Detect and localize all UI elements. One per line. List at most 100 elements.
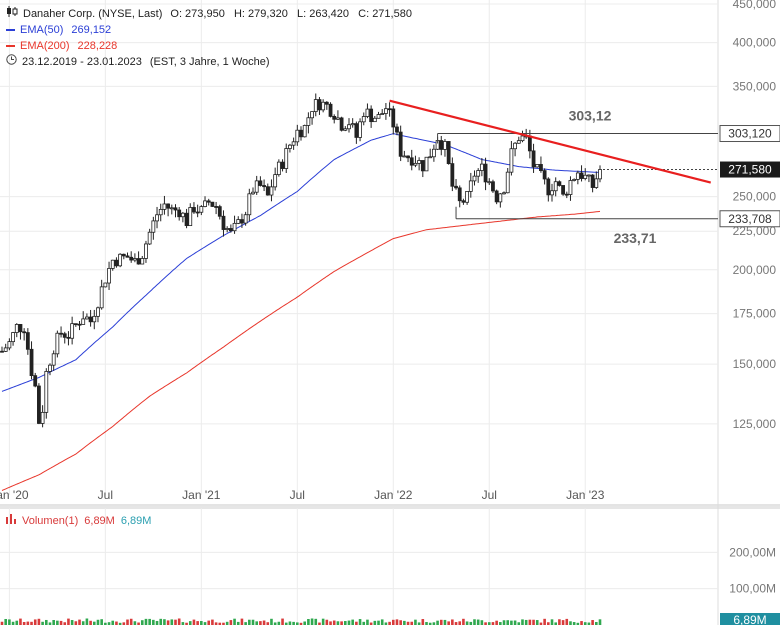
volume-bar xyxy=(550,619,554,625)
candlestick-icon xyxy=(6,6,18,22)
volume-bar xyxy=(89,620,92,625)
candle-body xyxy=(590,174,595,188)
volume-bar xyxy=(41,621,44,625)
volume-bar xyxy=(4,618,7,625)
volume-bar xyxy=(11,621,15,625)
last-price-box-bg xyxy=(720,161,780,178)
candle-body xyxy=(18,324,23,333)
legend-ema200-row: EMA(200) 228,228 xyxy=(6,38,412,54)
candle-body xyxy=(376,114,381,119)
volume-bar xyxy=(543,618,546,625)
candle-body xyxy=(206,200,211,203)
volume-bar xyxy=(207,620,211,625)
volume-bar xyxy=(476,619,480,625)
volume-bar xyxy=(480,620,484,625)
candle-body xyxy=(472,175,477,182)
last-price-box-text: 271,580 xyxy=(728,163,772,177)
candle-body xyxy=(476,170,481,177)
y-tick-label: 250,000 xyxy=(733,190,777,204)
volume-bar xyxy=(188,621,192,625)
candle-body xyxy=(180,212,185,218)
volume-bar xyxy=(30,621,33,625)
volume-bar xyxy=(565,618,569,625)
volume-bar xyxy=(270,618,273,625)
y-tick-label: 350,000 xyxy=(733,79,777,93)
candle-body xyxy=(509,148,514,173)
candle-body xyxy=(258,180,263,186)
candle-body xyxy=(81,318,86,325)
candle-body xyxy=(96,307,100,317)
candle-body xyxy=(339,117,344,131)
volume-bar xyxy=(218,622,222,625)
candle-body xyxy=(457,187,462,202)
volume-bar xyxy=(591,620,594,625)
volume-bar xyxy=(506,620,510,625)
volume-bar xyxy=(111,620,115,625)
candle-body xyxy=(177,209,182,218)
volume-bar xyxy=(133,621,137,625)
volume-bar xyxy=(273,622,277,625)
clock-icon xyxy=(6,54,17,70)
volume-bar xyxy=(535,620,539,625)
volume-bar xyxy=(240,618,244,625)
ema50-label: EMA(50) xyxy=(20,24,64,36)
volume-bar xyxy=(414,619,417,625)
candle-body xyxy=(132,258,137,261)
volume-bar xyxy=(225,621,229,625)
volume-bar xyxy=(417,622,421,625)
candle-body xyxy=(247,193,252,216)
candle-body xyxy=(225,228,230,230)
resistance-box-text: 303,120 xyxy=(728,127,772,141)
volume-bar xyxy=(380,619,384,625)
volume-bar xyxy=(587,622,591,625)
volume-bar xyxy=(255,621,259,625)
candle-body xyxy=(542,170,547,180)
volume-bar xyxy=(428,622,432,625)
volume-legend: Volumen(1) 6,89M 6,89M xyxy=(6,514,151,527)
volume-bar xyxy=(244,622,247,625)
ema200-value: 228,228 xyxy=(77,40,118,52)
volume-bar xyxy=(85,618,89,625)
candle-body xyxy=(99,286,104,309)
volume-bar xyxy=(48,622,52,625)
candle-body xyxy=(147,231,152,245)
candle-body xyxy=(406,155,410,159)
candle-body xyxy=(284,148,289,169)
candle-body xyxy=(487,181,492,184)
volume-bar xyxy=(310,618,314,625)
candle-body xyxy=(88,316,93,323)
volume-bar xyxy=(92,621,96,625)
candle-body xyxy=(527,135,532,152)
volume-tick-label: 200,00M xyxy=(729,545,776,559)
volume-bar xyxy=(78,619,81,625)
candle-body xyxy=(450,163,455,187)
candle-body xyxy=(579,172,584,179)
volume-bar xyxy=(502,620,506,625)
candle-body xyxy=(33,375,38,387)
volume-bar xyxy=(399,620,402,625)
volume-bar xyxy=(277,621,281,625)
candle-body xyxy=(391,108,396,128)
candle-body xyxy=(443,141,447,150)
volume-bar xyxy=(447,621,450,625)
candle-body xyxy=(121,253,126,257)
period-range: 23.12.2019 - 23.01.2023 xyxy=(22,56,142,68)
candle-body xyxy=(417,160,422,164)
volume-bar xyxy=(580,621,583,625)
candle-body xyxy=(269,186,274,196)
volume-bar xyxy=(561,620,565,625)
candle-body xyxy=(232,222,237,232)
trendline xyxy=(389,99,712,184)
y-axis-labels: 125,000 150,000 175,000 200,000 225,000 250,0… xyxy=(720,0,780,625)
candle-body xyxy=(539,164,543,172)
volume-bar xyxy=(458,621,462,625)
volume-bar xyxy=(52,619,55,625)
volume-bar xyxy=(211,619,214,625)
volume-bar xyxy=(425,622,428,625)
volume-bar xyxy=(251,619,255,625)
volume-value-1: 6,89M xyxy=(84,514,115,527)
volume-bar xyxy=(539,622,543,625)
annotations: 303,120 271,580 233,708 303,12 233,71 xyxy=(569,108,780,246)
candle-body xyxy=(299,129,303,138)
